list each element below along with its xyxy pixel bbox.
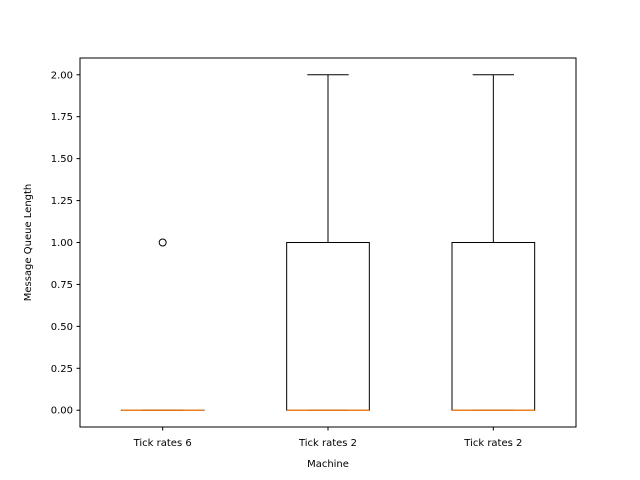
y-tick-label: 0.75 <box>51 280 73 291</box>
x-tick-label: Tick rates 2 <box>298 438 357 449</box>
y-tick-label: 1.75 <box>51 112 73 123</box>
y-tick-label: 0.25 <box>51 364 73 375</box>
box-marks <box>120 74 536 411</box>
y-axis-label: Message Queue Length <box>23 184 34 302</box>
x-axis-ticks: Tick rates 6 Tick rates 2 Tick rates 2 <box>133 427 522 449</box>
x-axis-label: Machine <box>307 459 349 470</box>
x-tick-label: Tick rates 6 <box>133 438 192 449</box>
y-tick-label: 2.00 <box>51 70 73 81</box>
box-group <box>451 74 536 411</box>
x-tick-label: Tick rates 2 <box>463 438 522 449</box>
y-tick-label: 0.00 <box>51 406 73 417</box>
y-tick-label: 0.50 <box>51 322 73 333</box>
plot-frame <box>79 57 577 428</box>
box-group <box>120 238 205 411</box>
y-tick-label: 1.00 <box>51 238 73 249</box>
y-axis-ticks: 0.00 0.25 0.50 0.75 1.00 1.25 1.50 1.75 2.00 <box>51 70 80 417</box>
y-tick-label: 1.25 <box>51 196 73 207</box>
y-tick-label: 1.50 <box>51 154 73 165</box>
box-group <box>286 74 370 411</box>
flier-point <box>158 238 167 247</box>
